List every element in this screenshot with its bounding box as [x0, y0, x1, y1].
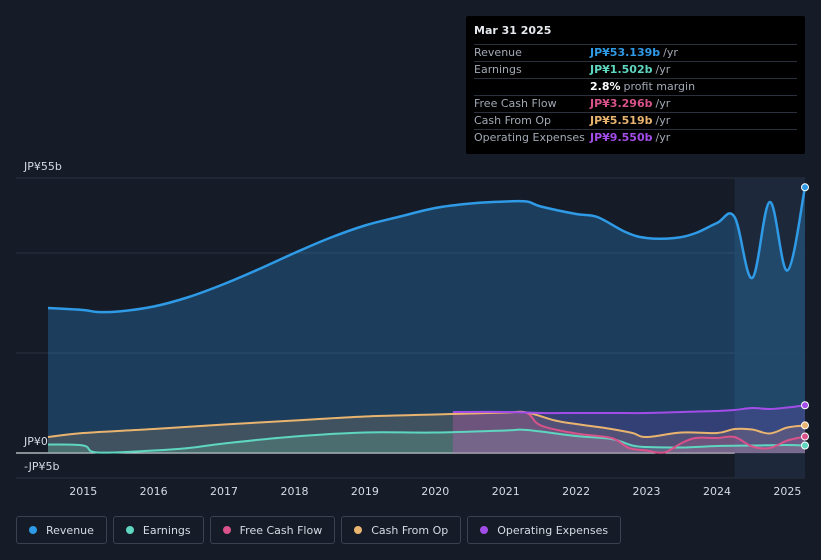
- cash-from-op-endpoint: [801, 421, 809, 430]
- legend-item-revenue[interactable]: Revenue: [16, 516, 107, 544]
- revenue-area: [48, 187, 805, 453]
- legend-label: Earnings: [142, 523, 191, 537]
- revenue-endpoint: [801, 183, 809, 192]
- x-tick-label: 2023: [633, 485, 661, 498]
- tooltip-row-value: JP¥5.519b/yr: [590, 114, 671, 127]
- tooltip-row-label: Revenue: [474, 46, 522, 59]
- x-tick-label: 2019: [351, 485, 379, 498]
- x-tick-label: 2021: [492, 485, 520, 498]
- y-label-top: JP¥55b: [23, 160, 62, 173]
- legend-item-free-cash-flow[interactable]: Free Cash Flow: [209, 516, 336, 544]
- legend-dot-icon: [29, 526, 37, 534]
- legend-item-cash-from-op[interactable]: Cash From Op: [341, 516, 462, 544]
- tooltip-row-label: Cash From Op: [474, 114, 552, 127]
- earnings-endpoint: [801, 441, 809, 450]
- tooltip-row: Operating Expenses JP¥9.550b/yr: [474, 129, 797, 146]
- series-lines: [47, 187, 807, 454]
- chart-legend: Revenue Earnings Free Cash Flow Cash From O…: [16, 516, 622, 544]
- tooltip-row: Revenue JP¥53.139b/yr: [474, 44, 797, 61]
- tooltip-row-value: JP¥3.296b/yr: [590, 97, 671, 110]
- tooltip-row-value: JP¥9.550b/yr: [590, 131, 671, 144]
- legend-label: Operating Expenses: [497, 523, 609, 537]
- free-cash-flow-endpoint: [801, 432, 809, 441]
- tooltip-row: Free Cash Flow JP¥3.296b/yr: [474, 95, 797, 112]
- tooltip-row-label: Earnings: [474, 63, 522, 76]
- legend-label: Cash From Op: [371, 523, 449, 537]
- revenue-line: [47, 187, 807, 314]
- legend-label: Free Cash Flow: [239, 523, 323, 537]
- operating-expenses-endpoint: [801, 401, 809, 410]
- tooltip-row-label: Free Cash Flow: [474, 97, 557, 110]
- legend-item-operating-expenses[interactable]: Operating Expenses: [467, 516, 622, 544]
- x-tick-label: 2016: [140, 485, 168, 498]
- series-areas: [48, 187, 805, 453]
- tooltip-row-label: Operating Expenses: [474, 131, 585, 144]
- y-label-zero: JP¥0: [23, 435, 48, 448]
- x-tick-label: 2018: [280, 485, 308, 498]
- y-label-bottom: -JP¥5b: [24, 460, 59, 473]
- operating-expenses-line: [452, 404, 806, 415]
- tooltip-row-value: JP¥1.502b/yr: [590, 63, 671, 76]
- free-cash-flow-area: [452, 411, 805, 453]
- legend-item-earnings[interactable]: Earnings: [112, 516, 204, 544]
- tooltip-row: Earnings JP¥1.502b/yr: [474, 61, 797, 78]
- x-tick-label: 2025: [773, 485, 801, 498]
- legend-dot-icon: [354, 526, 363, 534]
- earnings-area: [48, 429, 805, 453]
- x-axis: 2015 2016 2017 2018 2019 2020 2021 2022 2023 2024…: [69, 485, 801, 498]
- data-tooltip: Mar 31 2025 Revenue JP¥53.139b/yr Earnings…: [466, 16, 805, 154]
- x-tick-label: 2020: [421, 485, 449, 498]
- legend-dot-icon: [480, 526, 489, 534]
- tooltip-row-value: JP¥53.139b/yr: [590, 46, 678, 59]
- tooltip-row: 2.8% profit margin: [474, 78, 797, 95]
- tooltip-row-value: 2.8% profit margin: [590, 80, 696, 93]
- legend-dot-icon: [125, 526, 134, 534]
- free-cash-flow-line: [452, 410, 806, 454]
- x-tick-label: 2022: [562, 485, 590, 498]
- x-tick-label: 2017: [210, 485, 238, 498]
- legend-label: Revenue: [46, 523, 94, 537]
- cash-from-op-line: [47, 410, 806, 439]
- legend-dot-icon: [222, 526, 231, 534]
- x-tick-label: 2024: [703, 485, 731, 498]
- tooltip-date: Mar 31 2025: [474, 24, 552, 37]
- x-tick-label: 2015: [69, 485, 97, 498]
- chart-grid: [16, 177, 805, 479]
- tooltip-row-label: [474, 79, 590, 95]
- earnings-line: [47, 428, 806, 454]
- tooltip-row: Cash From Op JP¥5.519b/yr: [474, 112, 797, 129]
- series-endpoints: [801, 183, 809, 450]
